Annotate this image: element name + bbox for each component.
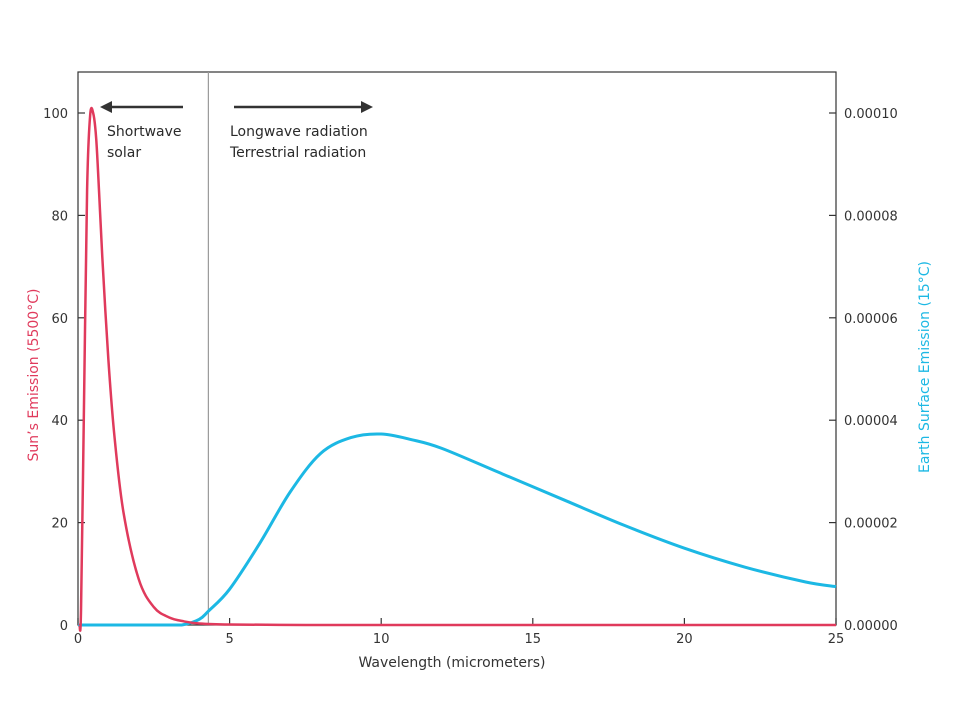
x-tick-label: 25: [828, 632, 845, 647]
sun-emission-series-line: [78, 106, 837, 632]
x-axis-title: Wavelength (micrometers): [358, 655, 545, 671]
right-tick-label: 0.00002: [844, 517, 898, 532]
left-tick-label: 40: [51, 414, 68, 429]
left-tick-label: 20: [51, 517, 68, 532]
shortwave-arrow: [100, 101, 183, 113]
longwave-label-line1: Longwave radiation: [230, 124, 368, 140]
plot-frame: [77, 71, 837, 626]
x-tick-label: 5: [225, 632, 233, 647]
tick-group: 0 5 10 15 20 25 0 20 40 60 80 100 0.00000 0.00002 0.00…: [43, 107, 898, 647]
x-tick-label: 20: [676, 632, 693, 647]
left-tick-label: 0: [60, 619, 68, 634]
earth-emission-series-line: [77, 432, 837, 627]
right-tick-label: 0.00010: [844, 107, 898, 122]
longwave-label-line2: Terrestrial radiation: [229, 145, 366, 161]
left-axis-title: Sun’s Emission (5500°C): [26, 289, 42, 462]
longwave-arrow: [234, 101, 373, 113]
right-tick-label: 0.00000: [844, 619, 898, 634]
left-tick-label: 60: [51, 312, 68, 327]
right-axis-title: Earth Surface Emission (15°C): [917, 261, 933, 473]
shortwave-label-line2: solar: [107, 145, 141, 161]
shortwave-label-line1: Shortwave: [107, 124, 182, 140]
right-tick-label: 0.00004: [844, 414, 898, 429]
x-tick-label: 10: [373, 632, 390, 647]
x-tick-label: 15: [525, 632, 542, 647]
left-tick-label: 100: [43, 107, 68, 122]
left-tick-label: 80: [51, 209, 68, 224]
right-tick-label: 0.00006: [844, 312, 898, 327]
right-tick-label: 0.00008: [844, 209, 898, 224]
x-tick-label: 0: [74, 632, 82, 647]
